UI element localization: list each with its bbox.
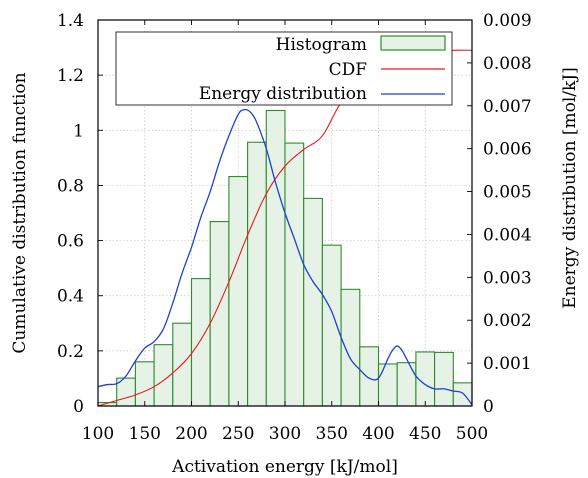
y-right-tick-label: 0.006 <box>483 140 532 160</box>
y-left-tick-label: 0.8 <box>57 176 84 196</box>
y-left-tick-label: 0 <box>73 397 84 417</box>
y-right-tick-label: 0.003 <box>483 268 532 288</box>
tick-marks <box>97 19 473 407</box>
y-left-tick-label: 1.2 <box>57 66 84 86</box>
x-tick-label: 400 <box>362 424 394 444</box>
y-right-tick-label: 0.001 <box>483 354 532 374</box>
y-left-tick-label: 1.4 <box>57 11 84 31</box>
tick-labels: 100 150 200 250 300 350 400 450 500 0 0.2 0.4 0.6 0.8… <box>57 11 532 444</box>
histogram-bar <box>265 109 286 407</box>
histogram-bar <box>247 141 267 407</box>
x-tick-label: 300 <box>269 424 301 444</box>
histogram-bar <box>190 278 211 407</box>
x-tick-label: 250 <box>222 424 254 444</box>
x-tick-label: 500 <box>456 424 488 444</box>
histogram-bar <box>228 175 249 407</box>
histogram-bar <box>284 142 305 407</box>
y-right-tick-label: 0 <box>483 397 494 417</box>
histogram-bar <box>303 197 323 407</box>
legend: Histogram CDF Energy distribution <box>115 31 453 106</box>
histogram-bar <box>452 382 473 407</box>
y-left-tick-label: 0.4 <box>57 287 84 307</box>
legend-label-energy-distribution: Energy distribution <box>199 84 367 104</box>
histogram-bar <box>209 221 230 407</box>
y-right-tick-label: 0.002 <box>483 311 532 331</box>
energy-distribution-line <box>97 108 473 406</box>
y-left-tick-label: 0.2 <box>57 342 84 362</box>
y-right-tick-label: 0.004 <box>483 225 532 245</box>
histogram-bar <box>340 288 361 407</box>
y-right-tick-label: 0.009 <box>483 11 532 31</box>
y-left-tick-label: 1 <box>73 121 84 141</box>
x-tick-label: 150 <box>129 424 161 444</box>
y-right-tick-label: 0.005 <box>483 183 532 203</box>
histogram-bar <box>134 361 155 407</box>
x-tick-label: 200 <box>175 424 207 444</box>
histogram-bar <box>396 362 417 407</box>
legend-label-histogram: Histogram <box>276 35 367 55</box>
y-left-tick-label: 0.6 <box>57 232 84 252</box>
plot-frame <box>97 19 473 407</box>
x-tick-label: 450 <box>409 424 441 444</box>
histogram-bars <box>97 109 473 407</box>
y-axis-left-label: Cumulative distribution function <box>10 72 30 353</box>
legend-swatch-histogram <box>380 35 446 51</box>
histogram-bar <box>434 351 454 407</box>
y-right-tick-label: 0.007 <box>483 97 532 117</box>
legend-label-cdf: CDF <box>329 60 368 80</box>
histogram-bar <box>321 244 342 407</box>
x-tick-label: 350 <box>316 424 348 444</box>
x-axis-label: Activation energy [kJ/mol] <box>171 457 398 477</box>
histogram-bar <box>377 363 398 407</box>
y-axis-right-label: Energy distribution [mol/kJ] <box>560 67 580 308</box>
x-tick-label: 100 <box>82 424 114 444</box>
histogram-bar <box>359 346 380 407</box>
y-right-tick-label: 0.008 <box>483 54 532 74</box>
